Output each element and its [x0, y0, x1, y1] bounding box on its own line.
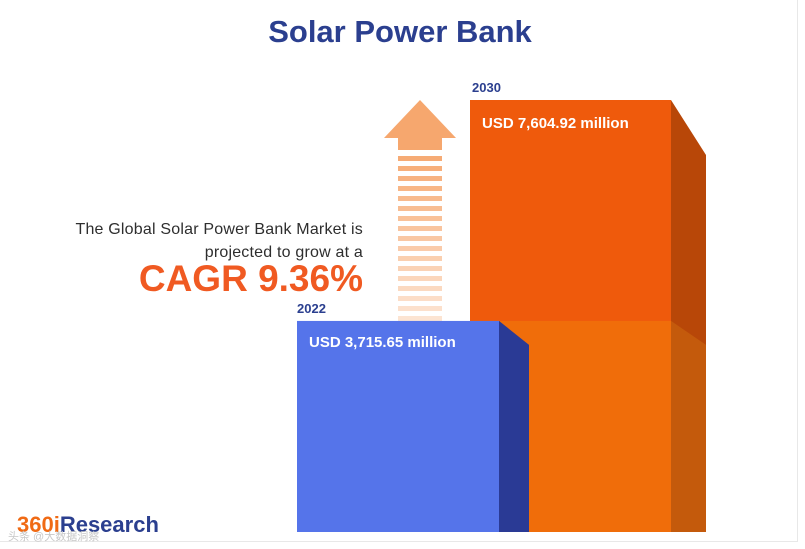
growth-arrow-stripe [398, 286, 442, 291]
brand-name: Research [59, 512, 159, 537]
market-description: The Global Solar Power Bank Market is pr… [75, 218, 363, 264]
growth-arrow-stripe [398, 296, 442, 301]
growth-arrow-stripe [398, 226, 442, 231]
growth-arrow-stripe [398, 176, 442, 181]
growth-arrow-stripe [398, 216, 442, 221]
growth-arrow-stripe [398, 166, 442, 171]
growth-arrow-stripe [398, 206, 442, 211]
description-line-1: The Global Solar Power Bank Market is [75, 221, 363, 238]
description-line-2: projected to grow at a [204, 244, 363, 261]
growth-arrow-stripe [398, 256, 442, 261]
growth-arrow-stripe [398, 276, 442, 281]
chart-title: Solar Power Bank [268, 14, 532, 49]
year-label-2030: 2030 [472, 80, 501, 95]
growth-arrow-stripe [398, 156, 442, 161]
bar-2030-lower-side [671, 320, 706, 532]
growth-arrow-stripe [398, 316, 442, 321]
growth-arrow-stripe [398, 236, 442, 241]
bar-2022 [297, 320, 499, 532]
cagr-label: CAGR 9.36% [138, 258, 363, 299]
brand-logo: 360iResearch [17, 512, 159, 538]
card-frame [0, 0, 798, 542]
growth-arrow-stripe [398, 196, 442, 201]
growth-arrow-stripe [398, 266, 442, 271]
growth-arrow-stripe [398, 186, 442, 191]
growth-arrow-stripe [398, 246, 442, 251]
value-label-2022: USD 3,715.65 million [309, 334, 456, 351]
brand-prefix: 360i [17, 512, 60, 537]
bar-2022-side [499, 320, 529, 532]
value-label-2030: USD 7,604.92 million [482, 115, 629, 132]
growth-arrow-head [384, 100, 456, 150]
growth-arrow-stripe [398, 306, 442, 311]
year-label-2022: 2022 [297, 301, 326, 316]
watermark: 头条 @大数据洞察 [8, 531, 100, 543]
